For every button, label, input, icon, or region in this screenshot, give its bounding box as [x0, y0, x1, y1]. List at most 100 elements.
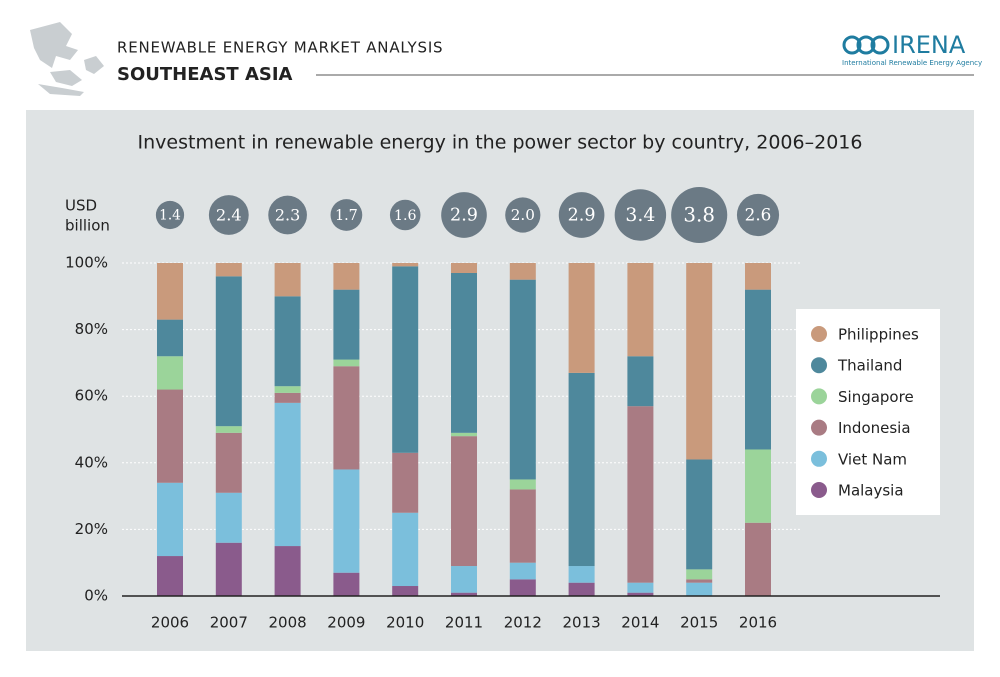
bar-segment [274, 392, 301, 403]
legend-box [796, 309, 940, 515]
bar-segment [333, 572, 360, 596]
logo-mark [842, 35, 890, 55]
legend-label: Thailand [837, 357, 902, 375]
y-tick-label: 0% [84, 587, 108, 605]
total-label: 1.6 [394, 208, 417, 224]
total-label: 2.3 [275, 206, 300, 225]
total-label: 2.9 [450, 206, 478, 226]
legend-swatch [811, 357, 827, 374]
bar-segment [509, 489, 536, 563]
y-tick-label: 40% [75, 453, 108, 471]
bar-segment [686, 579, 713, 583]
bar-segment [157, 356, 183, 390]
totals-label: billion [65, 217, 110, 235]
total-bubble [330, 199, 363, 231]
total-label: 2.4 [216, 206, 242, 225]
x-tick-label: 2013 [563, 614, 601, 632]
bar-segment [157, 482, 183, 557]
bar-segment [627, 582, 654, 593]
bar-segment [509, 479, 536, 490]
bar-segment [333, 289, 360, 360]
totals-label: USD [65, 197, 97, 215]
bar-segment [451, 592, 477, 596]
legend-label: Viet Nam [838, 450, 907, 468]
bar-segment [392, 512, 419, 587]
bar-segment [509, 562, 536, 580]
bar-segment [215, 542, 242, 596]
bar-segment [157, 389, 183, 483]
x-tick-label: 2011 [445, 614, 483, 632]
x-tick-label: 2016 [739, 614, 777, 632]
x-tick-label: 2014 [621, 614, 659, 632]
chart-title: Investment in renewable energy in the po… [138, 132, 863, 154]
legend-label: Singapore [838, 388, 914, 406]
total-bubble [208, 195, 249, 235]
total-bubble [441, 192, 487, 238]
legend-label: Indonesia [838, 419, 911, 437]
bar-segment [215, 276, 242, 427]
bar-segment [451, 263, 477, 273]
bar-segment [686, 582, 713, 596]
bar-segment [215, 426, 242, 433]
bar-segment [392, 266, 419, 453]
total-label: 2.9 [568, 206, 596, 226]
total-label: 3.4 [625, 205, 655, 226]
y-tick-label: 80% [75, 320, 108, 338]
total-bubble [558, 192, 605, 238]
bar-segment [215, 263, 242, 277]
bar-segment [157, 319, 183, 357]
total-label: 1.7 [335, 208, 358, 224]
bar-segment [215, 432, 242, 493]
total-bubble [389, 199, 421, 231]
total-label: 3.8 [683, 204, 715, 227]
bar-segment [686, 459, 713, 570]
bar-segment [568, 566, 595, 583]
bar-segment [274, 296, 301, 387]
total-label: 2.0 [511, 206, 535, 224]
y-tick-label: 20% [75, 520, 108, 538]
bar-segment [568, 263, 595, 373]
legend-swatch [811, 482, 827, 498]
logo-text: IRENA [892, 31, 966, 59]
x-tick-label: 2008 [269, 614, 307, 632]
legend-swatch [811, 450, 827, 467]
total-bubble [736, 193, 780, 237]
bar-segment [333, 366, 360, 470]
logo-subtitle: International Renewable Energy Agency [842, 59, 982, 67]
bar-segment [274, 386, 301, 393]
header-kicker: RENEWABLE ENERGY MARKET ANALYSIS [117, 39, 443, 57]
bar-segment [157, 556, 183, 596]
total-bubble [614, 189, 667, 241]
total-bubble [671, 186, 728, 244]
total-label: 2.6 [745, 205, 772, 225]
legend-label: Malaysia [838, 482, 904, 500]
y-tick-label: 100% [65, 254, 108, 272]
bar-segment [627, 592, 654, 596]
bar-segment [451, 432, 477, 437]
total-bubble [155, 200, 185, 230]
total-bubble [268, 195, 307, 235]
total-label: 1.4 [159, 208, 181, 224]
bar-segment [568, 372, 595, 567]
bar-segment [745, 289, 771, 450]
legend-swatch [811, 419, 827, 436]
bar-segment [686, 263, 713, 460]
total-bubble [505, 197, 541, 233]
bar-segment [215, 492, 242, 543]
x-tick-label: 2009 [327, 614, 365, 632]
x-tick-label: 2007 [210, 614, 248, 632]
x-tick-label: 2010 [386, 614, 424, 632]
bar-segment [686, 569, 713, 580]
bar-segment [157, 263, 183, 320]
bar-segment [568, 582, 595, 596]
bar-segment [509, 279, 536, 480]
x-tick-label: 2012 [504, 614, 542, 632]
bar-segment [627, 263, 654, 357]
bar-segment [274, 546, 301, 596]
bar-segment [509, 263, 536, 280]
bar-segment [333, 263, 360, 290]
bar-segment [509, 579, 536, 596]
x-tick-label: 2015 [680, 614, 718, 632]
